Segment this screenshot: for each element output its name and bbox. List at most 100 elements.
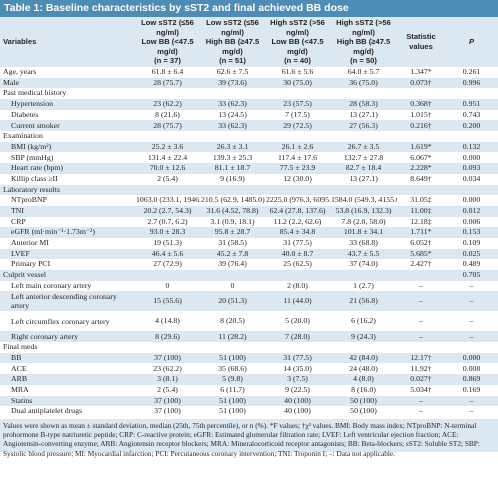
- cell-group-3: 26.1 ± 2.6: [265, 141, 330, 153]
- cell-p-value: –: [469, 280, 474, 290]
- cell-p-value: –: [445, 395, 498, 407]
- table-row: NTproBNP 1063.0 (233.1, 1946.0)210.5 (62.…: [0, 195, 498, 206]
- cell-p-value: 0.000: [462, 195, 481, 205]
- cell-group-2: 9 (16.9): [220, 173, 245, 183]
- cell-group-4: 24 (48.0): [349, 363, 378, 373]
- row-label: Culprit vessel: [0, 270, 135, 281]
- cell-group-2: 51 (100): [200, 352, 265, 364]
- cell-group-1: 19 (51.3): [153, 238, 182, 248]
- row-label: Examination: [3, 131, 43, 141]
- cell-p-value: 0.489: [462, 259, 481, 269]
- table-row: Hypertension 23 (62.2) 33 (62.3) 23 (57.5) 2…: [0, 99, 498, 110]
- row-label: SBP (mmHg): [11, 152, 54, 162]
- cell-group-1: 2.7 (0.7, 6.2): [147, 216, 188, 226]
- cell-group-1: [135, 131, 200, 142]
- cell-group-3: 3 (7.5): [265, 374, 330, 385]
- cell-group-4: 7.8 (2.0, 58.0): [341, 216, 386, 226]
- cell-statistic: [397, 184, 445, 196]
- cell-group-2: 139.3 ± 25.3: [212, 152, 253, 162]
- cell-p-value: –: [469, 316, 474, 326]
- header-p-value: P: [445, 17, 498, 67]
- cell-statistic: 0.368†: [397, 99, 445, 110]
- cell-p-value: 0.996: [445, 77, 498, 89]
- cell-p-value: 0.008: [462, 363, 481, 373]
- cell-statistic: 12.18‡: [410, 216, 432, 226]
- cell-group-1: 131.4 ± 22.4: [147, 152, 188, 162]
- table-row: Left circumflex coronary artery 4 (14.8) 8…: [0, 311, 498, 331]
- cell-group-2: 51 (100): [200, 395, 265, 407]
- cell-group-2: 81.1 ± 18.7: [200, 163, 265, 174]
- cell-p-value: 0.261: [462, 67, 481, 77]
- cell-group-3: [265, 270, 330, 281]
- cell-group-1: 28 (75.7): [135, 120, 200, 132]
- cell-statistic: 12.17†: [397, 352, 445, 364]
- cell-group-2: 31.6 (4.52, 78.8): [200, 205, 265, 217]
- cell-group-4: 4 (8.0): [330, 374, 397, 385]
- section-row: Past medical history: [0, 88, 498, 99]
- cell-group-4: 37 (74.0): [349, 259, 378, 269]
- header-group-3-line1: High sST2 (>56 ng/ml): [270, 18, 325, 37]
- cell-group-4: 42 (84.0): [330, 352, 397, 364]
- section-row: Final meds: [0, 342, 498, 353]
- cell-group-2: 62.6 ± 7.5: [216, 67, 249, 77]
- table-header: Variables Low sST2 (≤56 ng/ml) Low BB (<4…: [0, 17, 498, 67]
- cell-group-1: 37 (100): [154, 406, 181, 416]
- cell-p-value: –: [445, 331, 498, 343]
- cell-p-value: 0.132: [445, 141, 498, 153]
- cell-p-value: [445, 131, 498, 142]
- row-label: Primary PCI: [11, 259, 51, 269]
- cell-statistic: –: [397, 395, 445, 407]
- header-variables: Variables: [0, 17, 135, 67]
- row-label: Final meds: [3, 342, 38, 352]
- cell-group-2: 20 (51.3): [200, 291, 265, 312]
- cell-group-3: [265, 88, 330, 99]
- header-group-4-line2: High BB (≥47.5 mg/d): [336, 37, 391, 56]
- cell-group-4: 1 (2.7): [353, 280, 374, 290]
- cell-statistic: 11.00‡: [397, 205, 445, 217]
- cell-group-4: 53.8 (16.9, 132.3): [330, 205, 397, 217]
- cell-group-3: 30 (75.0): [265, 77, 330, 89]
- cell-p-value: 0.000: [462, 152, 481, 162]
- cell-statistic: [397, 88, 445, 99]
- cell-statistic: –: [419, 406, 423, 416]
- cell-group-2: [200, 184, 265, 196]
- table-row: Killip class ≥II 2 (5.4) 9 (16.9) 12 (30.0)…: [0, 174, 498, 185]
- cell-group-3: 31 (77.5): [265, 352, 330, 364]
- cell-p-value: 0.006: [462, 216, 481, 226]
- cell-p-value: 0.025: [445, 248, 498, 260]
- cell-group-3: [265, 184, 330, 196]
- cell-group-4: 26.7 ± 3.5: [330, 141, 397, 153]
- row-label: Left anterior descending coronary artery: [0, 291, 135, 312]
- cell-group-3: 29 (72.5): [265, 120, 330, 132]
- cell-group-4: 21 (56.8): [330, 291, 397, 312]
- cell-group-3: 117.4 ± 17.6: [277, 152, 318, 162]
- row-label: NTproBNP: [11, 195, 47, 205]
- cell-statistic: 0.027†: [397, 374, 445, 385]
- cell-group-1: [135, 88, 200, 99]
- header-statistic-values: Statistic values: [397, 17, 445, 67]
- cell-group-4: 8 (16.0): [351, 384, 376, 394]
- cell-statistic: 1.711*: [397, 227, 445, 238]
- header-group-1-line1: Low sST2 (≤56 ng/ml): [141, 18, 194, 37]
- cell-group-1: [135, 270, 200, 281]
- cell-group-2: 33 (62.3): [200, 99, 265, 110]
- row-label: eGFR (ml·min⁻¹·1.73m⁻²): [0, 227, 135, 238]
- cell-group-2: 0: [230, 280, 235, 290]
- header-group-2-line2: High BB (≥47.5 mg/d): [205, 37, 260, 56]
- cell-group-3: 11.2 (2.2, 62.6): [273, 216, 322, 226]
- row-label: BB: [0, 352, 135, 364]
- cell-p-value: 0.093: [445, 163, 498, 174]
- cell-group-4: 43.7 ± 5.5: [330, 248, 397, 260]
- cell-group-1: 28 (75.7): [135, 77, 200, 89]
- cell-statistic: 11.92†: [410, 363, 432, 373]
- cell-group-1: 25.2 ± 3.6: [135, 141, 200, 153]
- table-row: BB 37 (100) 51 (100) 31 (77.5) 42 (84.0) 12.1…: [0, 352, 498, 364]
- cell-statistic: 8.649†: [410, 173, 432, 183]
- cell-p-value: 0.034: [462, 173, 481, 183]
- table-row: CRP 2.7 (0.7, 6.2) 3.1 (0.9, 18.1) 11.2 (2.…: [0, 217, 498, 228]
- table-row: eGFR (ml·min⁻¹·1.73m⁻²) 93.0 ± 28.3 95.8 ±…: [0, 227, 498, 238]
- cell-group-2: [200, 131, 265, 142]
- cell-group-1: 4 (14.8): [155, 316, 180, 326]
- row-label: TNI: [0, 205, 135, 217]
- row-label: Right coronary artery: [0, 331, 135, 343]
